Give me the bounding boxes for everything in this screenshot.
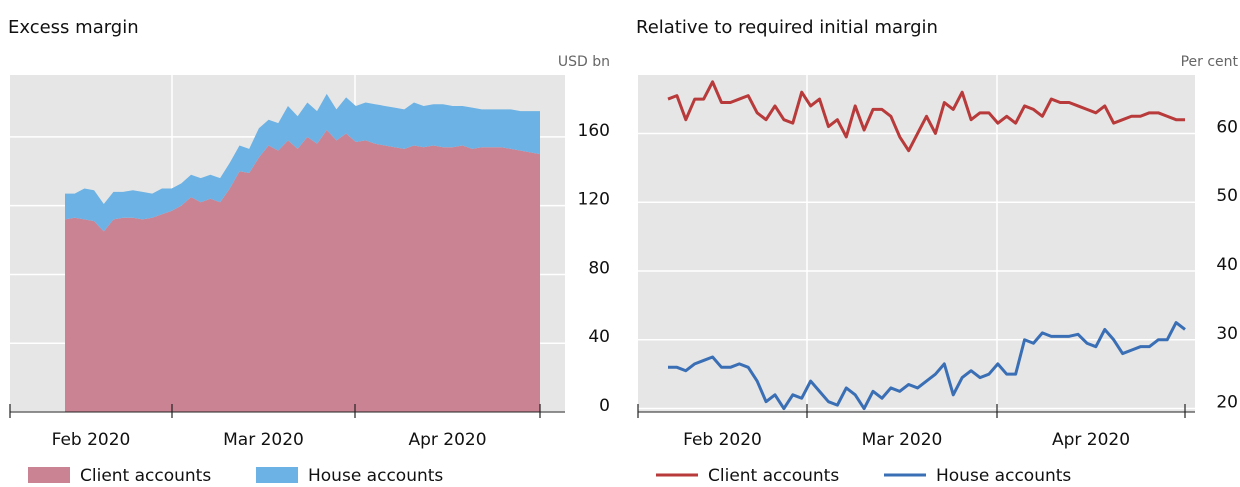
- legend-label: Client accounts: [80, 466, 211, 486]
- x-tick-label: Feb 2020: [683, 430, 762, 450]
- y-tick-label: 160: [578, 121, 610, 141]
- y-tick-label: 40: [1216, 255, 1238, 275]
- line: [667, 80, 1185, 153]
- y-tick-label: 50: [1216, 186, 1238, 206]
- x-tick-label: Mar 2020: [223, 430, 304, 450]
- y-tick-label: 120: [578, 190, 610, 210]
- x-tick-label: Apr 2020: [408, 430, 486, 450]
- y-tick-label: 30: [1216, 324, 1238, 344]
- x-tick-label: Apr 2020: [1052, 430, 1130, 450]
- y-tick-label: 40: [588, 327, 610, 347]
- y-tick-label: 20: [1216, 393, 1238, 413]
- line: [668, 321, 1186, 411]
- unit-label: USD bn: [558, 54, 610, 70]
- y-tick-label: 60: [1216, 117, 1238, 137]
- chart-title: Excess margin: [8, 17, 139, 38]
- x-tick-label: Feb 2020: [52, 430, 131, 450]
- unit-label: Per cent: [1181, 54, 1239, 70]
- legend-label: Client accounts: [708, 466, 839, 486]
- area: [65, 130, 540, 413]
- x-tick-label: Mar 2020: [862, 430, 943, 450]
- plot-area: [638, 75, 1195, 412]
- y-tick-label: 0: [599, 396, 610, 416]
- legend-swatch: [28, 467, 70, 483]
- y-tick-label: 80: [588, 258, 610, 278]
- area: [65, 93, 540, 232]
- legend-label: House accounts: [308, 466, 443, 486]
- chart-title: Relative to required initial margin: [636, 17, 938, 38]
- legend-swatch: [256, 467, 298, 483]
- legend-label: House accounts: [936, 466, 1071, 486]
